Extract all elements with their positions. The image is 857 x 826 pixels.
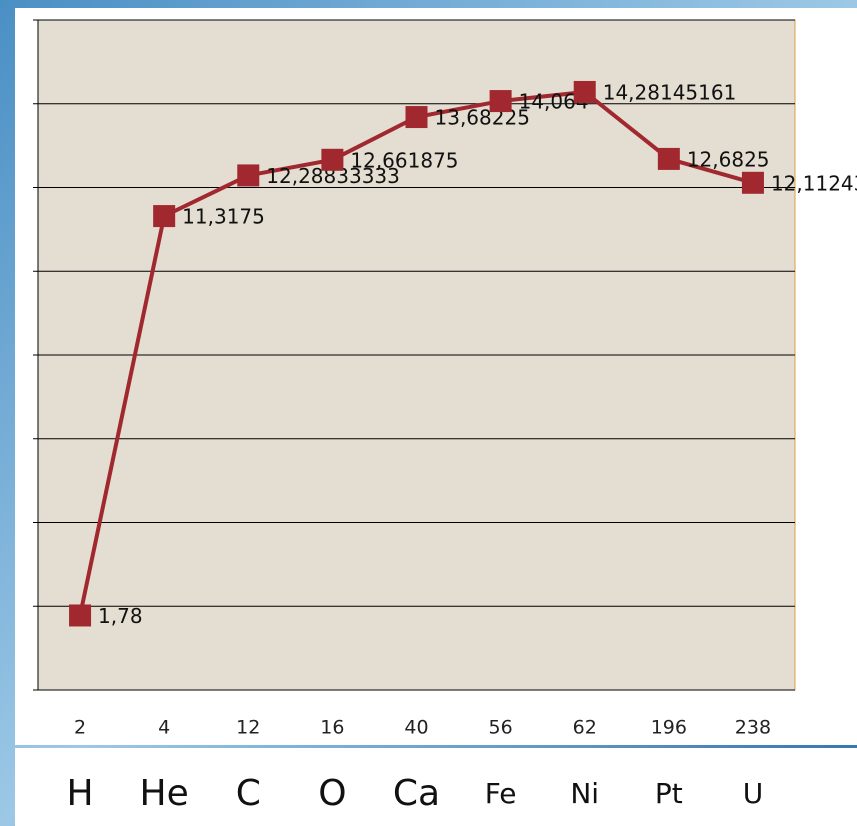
data-point — [406, 106, 428, 128]
data-point — [321, 149, 343, 171]
data-label: 12,11243697 — [771, 171, 857, 195]
x-tick-label: 62 — [573, 717, 597, 739]
x-tick-label: 12 — [236, 717, 260, 739]
data-label: 11,3175 — [182, 205, 265, 229]
data-label: 14,28145161 — [603, 80, 737, 104]
element-label: U — [743, 777, 764, 810]
chart: 2 H 4 He 12 C 16 O 40 Ca 56 Fe 62 Ni 196 Pt 238 U 1,78 11,3… — [0, 0, 857, 826]
x-tick-label: 56 — [489, 717, 513, 739]
x-tick-label: 16 — [320, 717, 344, 739]
data-point — [69, 604, 91, 626]
element-label: Ni — [570, 777, 599, 810]
element-label: He — [140, 773, 189, 814]
element-label: C — [236, 773, 261, 814]
data-label: 1,78 — [98, 604, 143, 628]
data-point — [490, 90, 512, 112]
data-point — [574, 81, 596, 103]
page: 2 H 4 He 12 C 16 O 40 Ca 56 Fe 62 Ni 196 Pt 238 U 1,78 11,3… — [0, 0, 857, 826]
data-point — [658, 148, 680, 170]
data-point — [237, 164, 259, 186]
x-tick-label: 4 — [158, 717, 170, 739]
element-label: Ca — [393, 773, 440, 814]
x-tick-label: 2 — [74, 717, 86, 739]
element-label: H — [67, 773, 94, 814]
data-point — [742, 172, 764, 194]
element-label: Fe — [485, 777, 517, 810]
element-label: O — [318, 773, 346, 814]
element-label: Pt — [655, 777, 683, 810]
x-tick-label: 196 — [651, 717, 687, 739]
data-point — [153, 205, 175, 227]
data-label: 12,6825 — [687, 147, 770, 171]
data-label: 13,68225 — [435, 106, 530, 130]
x-tick-label: 238 — [735, 717, 771, 739]
data-label: 12,661875 — [350, 148, 458, 172]
x-tick-label: 40 — [404, 717, 428, 739]
